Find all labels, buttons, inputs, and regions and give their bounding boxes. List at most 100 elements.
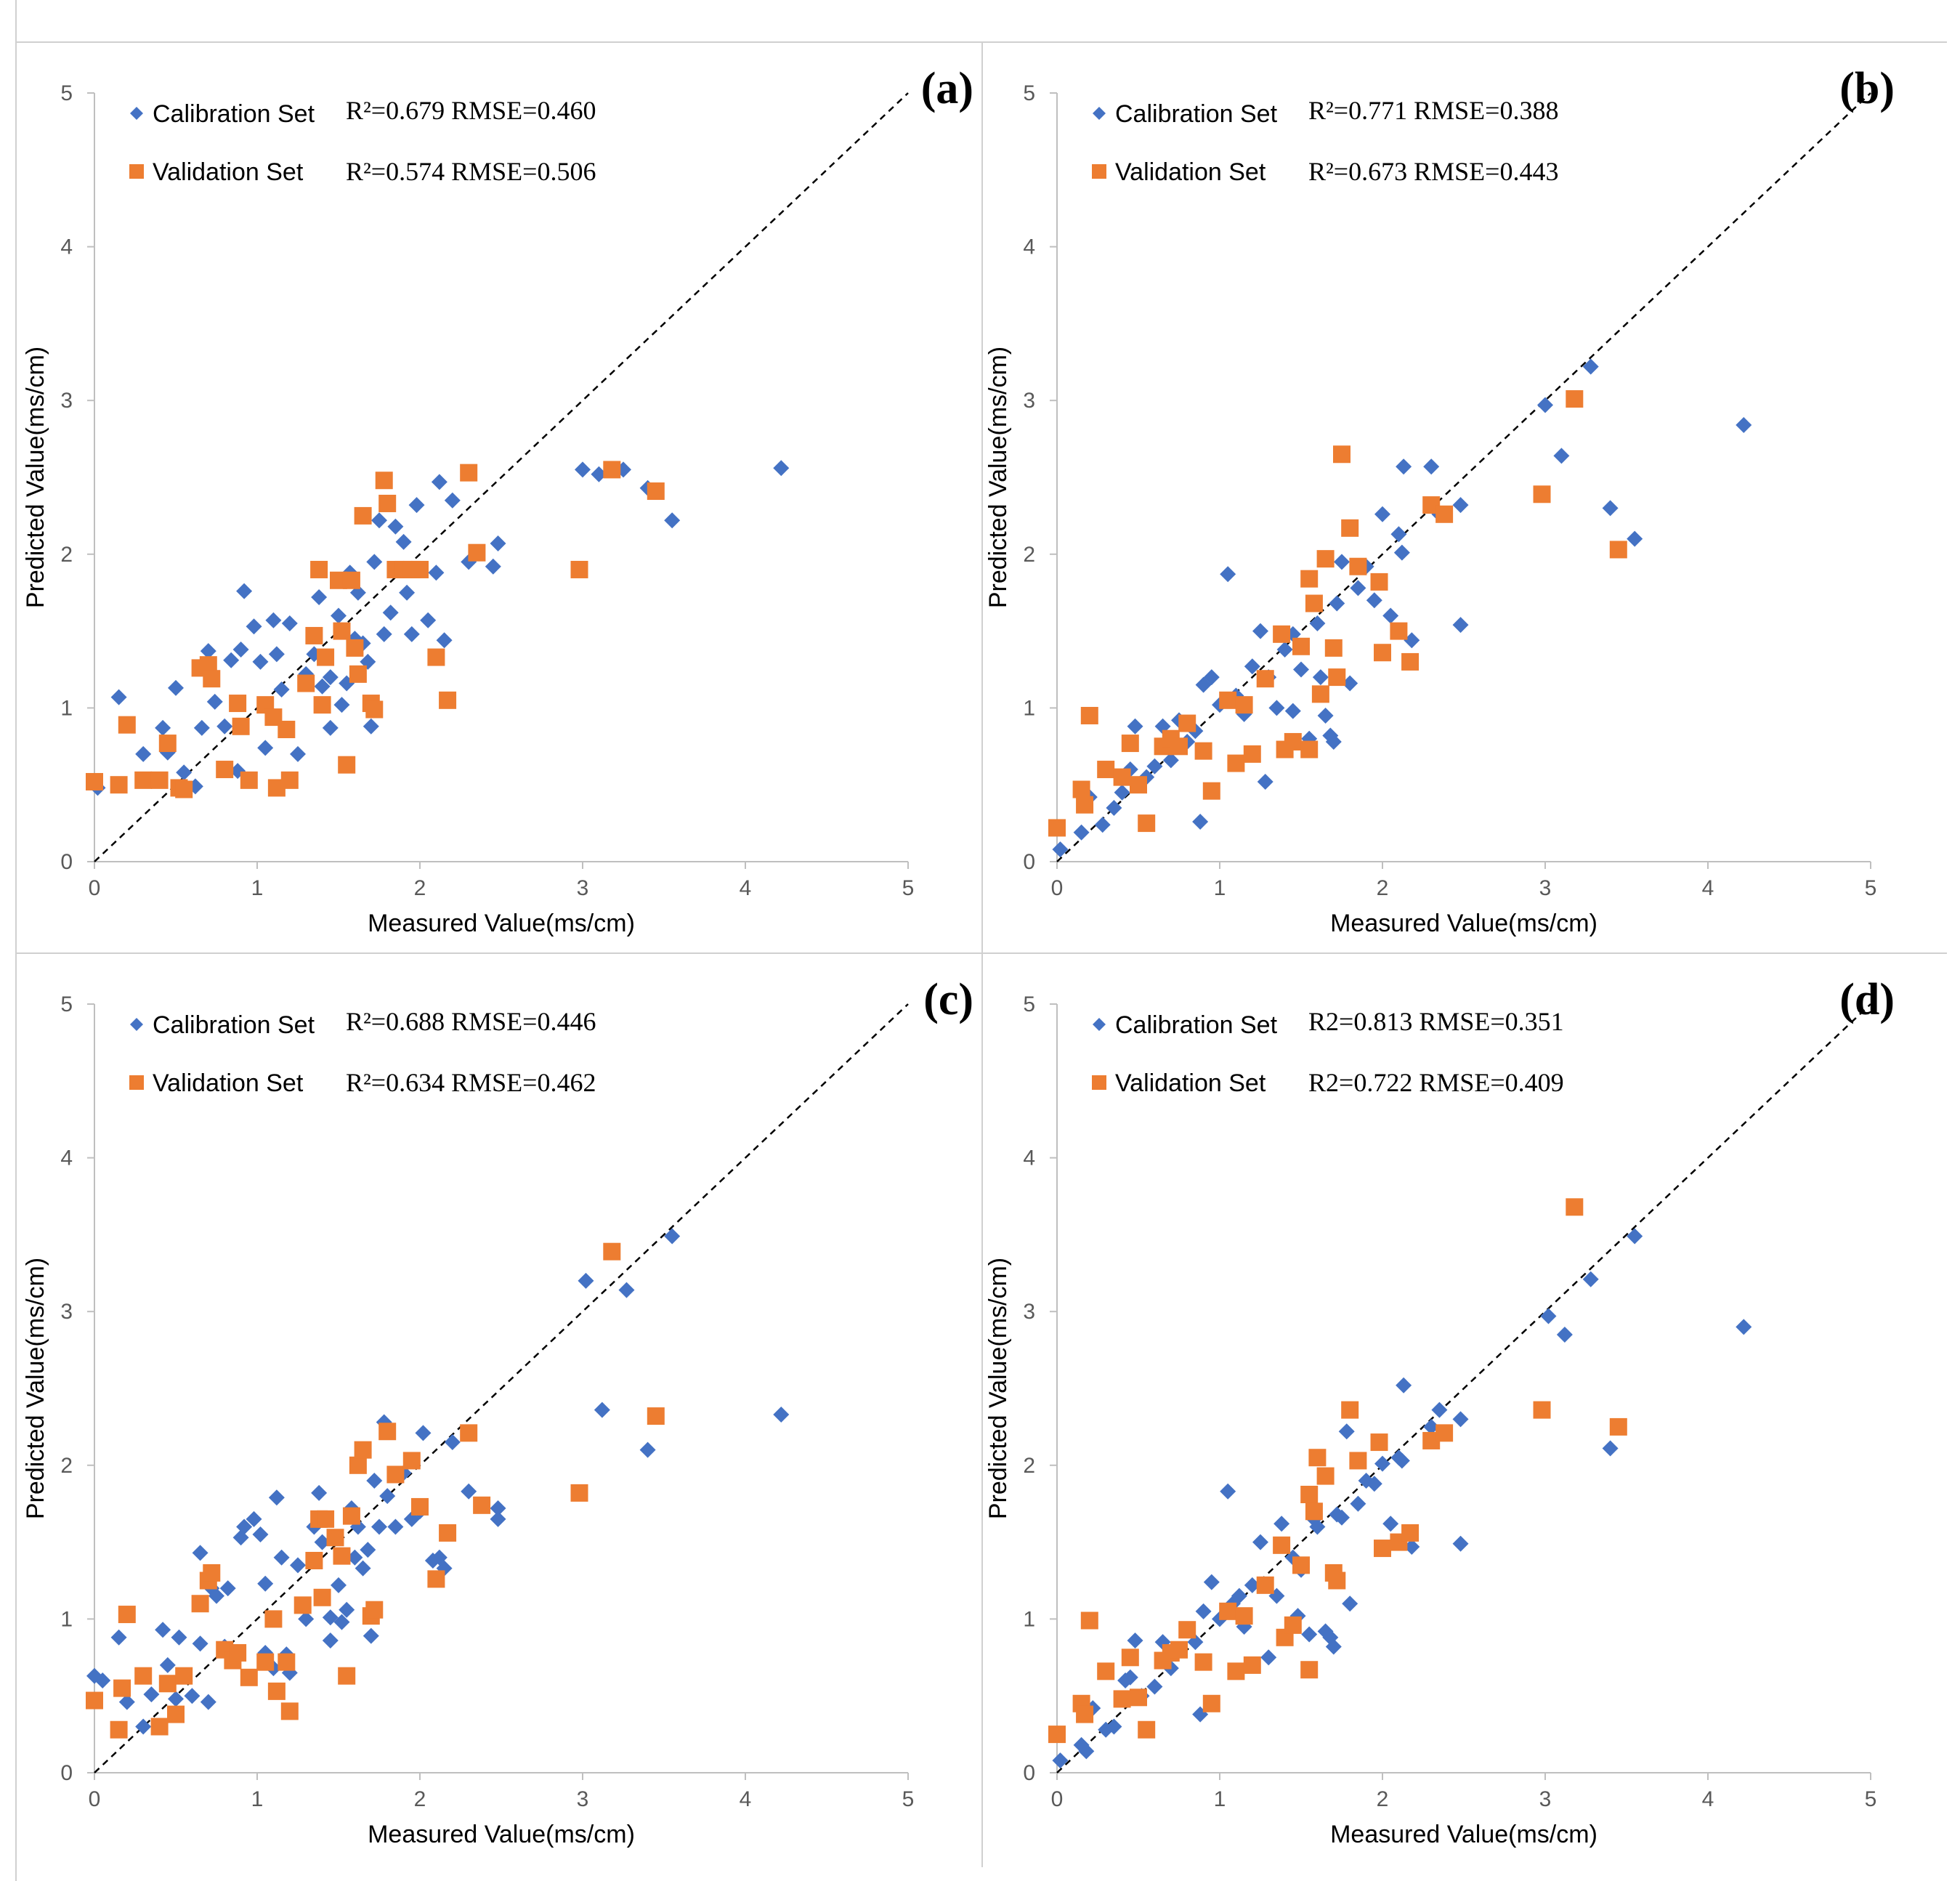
- x-axis-title: Measured Value(ms/cm): [1330, 1821, 1597, 1848]
- validation-point: [267, 1682, 286, 1700]
- legend-validation-marker: [1092, 164, 1106, 179]
- calibration-point: [1404, 1538, 1420, 1555]
- legend-validation-label: Validation Set: [153, 1069, 304, 1097]
- calibration-point: [1602, 1440, 1619, 1457]
- validation-point: [110, 776, 128, 794]
- calibration-point: [1325, 733, 1342, 750]
- calibration-point: [490, 1510, 506, 1527]
- validation-point: [1076, 796, 1094, 814]
- calibration-point: [1452, 1535, 1469, 1552]
- calibration-point: [1452, 497, 1469, 514]
- calibration-point: [1231, 1587, 1247, 1604]
- calibration-point: [408, 497, 425, 514]
- calibration-point: [1342, 675, 1358, 692]
- calibration-point: [322, 1633, 339, 1649]
- validation-point: [1256, 670, 1274, 688]
- validation-point: [1130, 776, 1147, 794]
- validation-point: [297, 674, 315, 692]
- calibration-point: [395, 533, 412, 550]
- legend-validation-stats: R²=0.574 RMSE=0.506: [346, 157, 596, 186]
- validation-point: [1341, 519, 1359, 537]
- y-tick-label: 4: [1023, 235, 1035, 259]
- y-tick-label: 3: [1023, 1300, 1035, 1324]
- y-tick-label: 4: [60, 235, 73, 259]
- calibration-series: [1052, 1228, 1752, 1769]
- calibration-point: [436, 632, 453, 649]
- validation-point: [375, 472, 393, 490]
- legend-calibration-label: Calibration Set: [153, 1011, 315, 1039]
- validation-point: [647, 1407, 665, 1425]
- calibration-point: [1244, 658, 1260, 675]
- y-tick-label: 5: [60, 992, 73, 1016]
- legend-calibration-marker: [130, 107, 143, 120]
- validation-point: [1324, 639, 1343, 657]
- y-tick-label: 4: [1023, 1146, 1035, 1170]
- calibration-point: [1195, 1603, 1212, 1619]
- calibration-point: [1052, 841, 1069, 858]
- validation-point: [1170, 737, 1188, 756]
- validation-point: [229, 1643, 247, 1662]
- validation-point: [427, 648, 445, 666]
- validation-point: [647, 482, 665, 501]
- y-tick-label: 2: [1023, 543, 1035, 567]
- legend-validation-label: Validation Set: [153, 158, 304, 186]
- validation-point: [1374, 644, 1391, 662]
- validation-point: [86, 1691, 103, 1710]
- x-tick-label: 5: [902, 876, 915, 900]
- calibration-point: [1736, 1319, 1752, 1335]
- y-tick-label: 5: [60, 81, 73, 105]
- y-tick-label: 0: [1023, 1761, 1035, 1785]
- legend-validation-marker: [1092, 1075, 1106, 1090]
- calibration-point: [1602, 500, 1619, 517]
- validation-point: [1609, 1417, 1627, 1436]
- calibration-point: [246, 1510, 262, 1527]
- validation-point: [293, 1596, 312, 1614]
- legend-calibration-stats: R²=0.679 RMSE=0.460: [346, 96, 596, 125]
- validation-point: [1138, 1720, 1156, 1739]
- calibration-point: [216, 718, 233, 735]
- calibration-point: [1540, 1308, 1557, 1324]
- calibration-point: [171, 1629, 187, 1646]
- calibration-point: [1452, 617, 1469, 634]
- calibration-point: [1537, 397, 1553, 413]
- calibration-point: [371, 512, 387, 529]
- calibration-point: [420, 612, 437, 628]
- validation-point: [1349, 1452, 1367, 1470]
- x-axis-title: Measured Value(ms/cm): [368, 910, 635, 937]
- calibration-point: [1106, 1718, 1122, 1735]
- calibration-point: [265, 612, 282, 628]
- calibration-point: [428, 565, 445, 581]
- validation-point: [1273, 1536, 1291, 1554]
- validation-point: [280, 771, 299, 789]
- calibration-series: [86, 1228, 790, 1735]
- calibration-point: [208, 1587, 224, 1604]
- x-axis-title: Measured Value(ms/cm): [1330, 910, 1597, 937]
- calibration-point: [1350, 1495, 1366, 1512]
- y-tick-label: 2: [60, 543, 73, 567]
- validation-point: [1316, 1467, 1335, 1485]
- y-tick-label: 5: [1023, 81, 1035, 105]
- identity-line: [94, 92, 909, 862]
- validation-point: [1138, 814, 1156, 833]
- calibration-point: [1329, 595, 1345, 612]
- x-tick-label: 0: [89, 876, 101, 900]
- calibration-point: [252, 653, 269, 670]
- validation-point: [305, 1551, 323, 1569]
- calibration-point: [1114, 784, 1130, 801]
- validation-point: [460, 1424, 478, 1442]
- validation-point: [378, 1423, 397, 1441]
- validation-point: [191, 1595, 209, 1613]
- calibration-point: [273, 681, 290, 698]
- calibration-point: [298, 1611, 315, 1627]
- calibration-point: [1423, 458, 1440, 475]
- validation-point: [1292, 637, 1310, 655]
- calibration-point: [143, 1686, 160, 1703]
- validation-point: [1333, 445, 1350, 464]
- calibration-point: [1325, 1638, 1342, 1655]
- validation-point: [1305, 594, 1323, 612]
- x-tick-label: 3: [577, 1787, 589, 1811]
- validation-series: [86, 461, 665, 798]
- calibration-point: [1366, 592, 1382, 609]
- legend-validation-stats: R²=0.673 RMSE=0.443: [1308, 157, 1558, 186]
- calibration-point: [1404, 632, 1420, 649]
